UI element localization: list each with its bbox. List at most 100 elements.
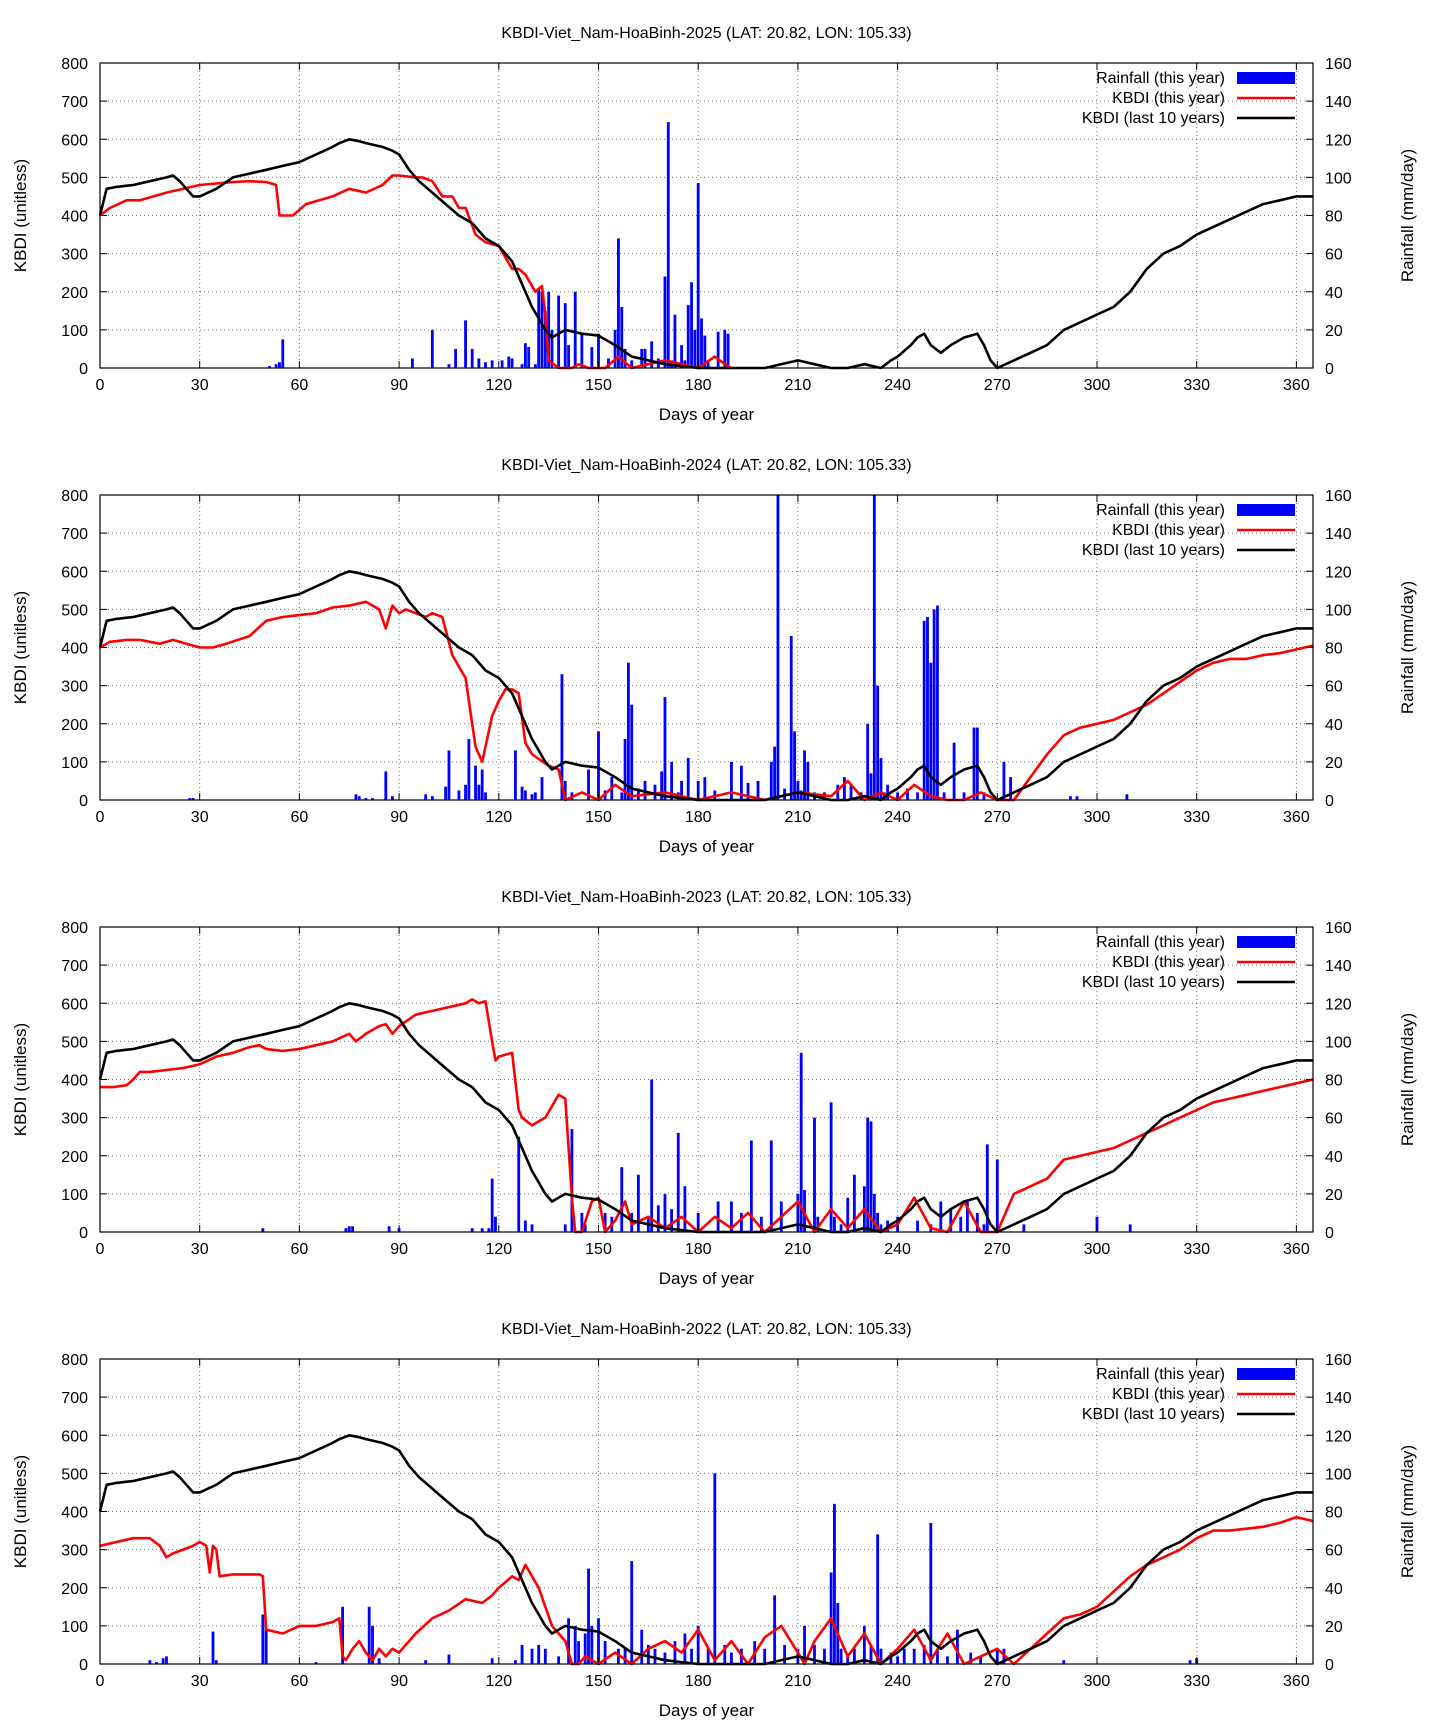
- rainfall-bar: [367, 1606, 371, 1664]
- rainfall-bar: [683, 1186, 687, 1232]
- rainfall-bar: [387, 1226, 391, 1232]
- rainfall-bar: [470, 1228, 474, 1232]
- rainfall-bar: [351, 1226, 354, 1232]
- y2-tick-label: 60: [1325, 1543, 1343, 1560]
- rainfall-bar: [573, 1625, 577, 1664]
- y-tick-label: 100: [61, 323, 88, 340]
- rainfall-bar: [673, 314, 677, 368]
- y2-tick-label: 40: [1325, 1581, 1343, 1598]
- y-tick-label: 400: [61, 1073, 88, 1090]
- rainfall-bar: [580, 1212, 584, 1232]
- rainfall-bar: [191, 798, 195, 800]
- rainfall-bar: [789, 636, 793, 800]
- rainfall-bar: [278, 362, 281, 368]
- rainfall-bar: [813, 1117, 816, 1232]
- y-axis-label: KBDI (unitless): [11, 1455, 30, 1568]
- rainfall-bar: [696, 1625, 700, 1664]
- x-tick-label: 360: [1283, 1241, 1310, 1258]
- rainfall-bar: [470, 348, 474, 368]
- rainfall-bar: [872, 1193, 876, 1232]
- x-tick-label: 300: [1084, 1673, 1111, 1690]
- y2-tick-label: 120: [1325, 996, 1352, 1013]
- rainfall-bar: [623, 1648, 627, 1664]
- y2-tick-label: 140: [1325, 526, 1352, 543]
- y2-tick-label: 120: [1325, 1428, 1352, 1445]
- rainfall-bar: [912, 1648, 916, 1664]
- rainfall-bar: [530, 1224, 534, 1232]
- x-tick-label: 300: [1084, 377, 1111, 394]
- rainfall-bar: [946, 1656, 949, 1664]
- rainfall-bar: [879, 1224, 883, 1232]
- rainfall-bar: [597, 1618, 600, 1664]
- rainfall-bar: [354, 794, 358, 800]
- rainfall-bar: [936, 1648, 939, 1664]
- plot-frame: [99, 494, 1314, 801]
- rainfall-bar: [281, 339, 285, 368]
- kbdi-this-year-line: [100, 998, 1314, 1234]
- rainfall-bar: [806, 761, 810, 800]
- chart-panel: KBDI-Viet_Nam-HoaBinh-2023 (LAT: 20.82, …: [11, 889, 1417, 1288]
- rainfall-bar: [879, 1648, 883, 1664]
- rainfall-bar: [650, 1079, 654, 1232]
- rainfall-bar: [484, 792, 487, 800]
- chart-panel: KBDI-Viet_Nam-HoaBinh-2024 (LAT: 20.82, …: [11, 457, 1417, 856]
- rainfall-bar: [364, 798, 368, 800]
- x-tick-label: 180: [685, 1673, 712, 1690]
- legend-label: KBDI (last 10 years): [1082, 542, 1225, 559]
- x-axis-label: Days of year: [659, 405, 755, 424]
- y-tick-label: 200: [61, 1149, 88, 1166]
- rainfall-bar: [583, 1224, 587, 1232]
- y-tick-label: 400: [61, 641, 88, 658]
- rainfall-bar: [630, 360, 634, 368]
- rainfall-bar: [357, 796, 361, 800]
- x-tick-label: 240: [884, 377, 911, 394]
- rainfall-bar: [587, 1568, 590, 1664]
- rainfall-bar: [889, 1652, 893, 1664]
- x-tick-label: 150: [585, 377, 612, 394]
- rainfall-bars: [148, 1473, 1199, 1664]
- y-tick-label: 600: [61, 132, 88, 149]
- rainfall-bar: [1002, 761, 1006, 800]
- rainfall-bar: [377, 1658, 381, 1664]
- x-tick-label: 330: [1183, 377, 1210, 394]
- rainfall-bar: [573, 291, 577, 368]
- y-tick-label: 800: [61, 1352, 88, 1369]
- rainfall-bar: [686, 758, 690, 800]
- y2-tick-label: 0: [1325, 1657, 1334, 1674]
- rainfall-bar: [563, 1224, 567, 1232]
- rainfall-bar: [769, 761, 773, 800]
- x-tick-label: 0: [96, 1241, 105, 1258]
- rainfall-bar: [384, 771, 388, 800]
- x-tick-label: 60: [290, 377, 308, 394]
- rainfall-bar: [922, 620, 926, 800]
- rainfall-bar: [849, 784, 853, 800]
- x-tick-label: 90: [390, 377, 408, 394]
- kbdi-last-10-years-line: [98, 1001, 1313, 1234]
- y-tick-label: 200: [61, 717, 88, 734]
- rainfall-bar: [510, 358, 514, 368]
- rainfall-bar: [716, 331, 720, 368]
- rainfall-bar: [846, 1197, 850, 1232]
- rainfall-bar: [726, 333, 730, 368]
- y-tick-label: 0: [79, 1225, 88, 1242]
- y-tick-label: 700: [61, 958, 88, 975]
- rainfall-bar: [563, 780, 567, 800]
- rainfall-bar: [447, 1654, 451, 1664]
- rainfall-bar: [723, 1644, 727, 1664]
- x-tick-label: 210: [785, 1241, 812, 1258]
- y-tick-label: 100: [61, 1619, 88, 1636]
- y2-tick-label: 40: [1325, 1149, 1343, 1166]
- rainfall-bar: [1188, 1660, 1192, 1664]
- rainfall-bar: [862, 1625, 866, 1664]
- rainfall-bar: [663, 1652, 667, 1664]
- y2-tick-label: 140: [1325, 1390, 1352, 1407]
- rainfall-bar: [975, 1212, 979, 1232]
- x-tick-label: 0: [96, 809, 105, 826]
- y-tick-label: 500: [61, 1466, 88, 1483]
- rainfall-bar: [557, 295, 561, 368]
- rainfall-bar: [929, 1522, 933, 1664]
- rainfall-bar: [982, 792, 986, 800]
- rainfall-bar: [839, 1648, 843, 1664]
- rainfall-bar: [577, 1641, 580, 1664]
